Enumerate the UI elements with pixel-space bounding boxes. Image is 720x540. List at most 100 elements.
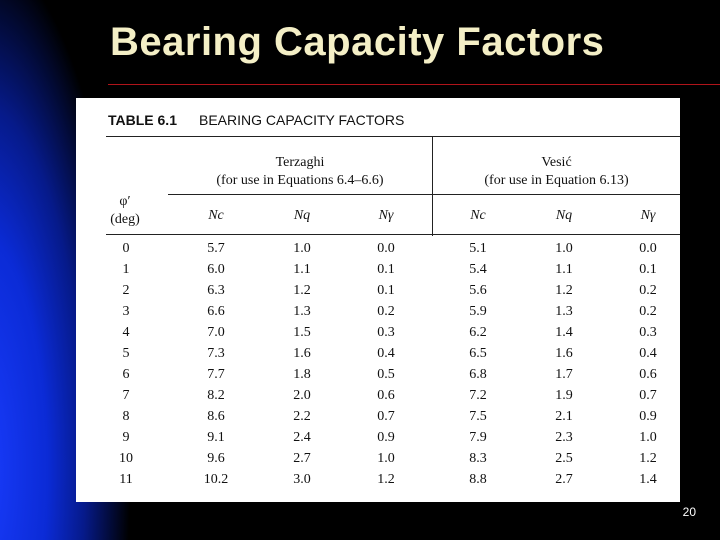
cell-phi: 0 bbox=[122, 241, 130, 256]
cell-vesic-nq: 2.3 bbox=[555, 430, 573, 445]
cell-vesic-ngamma: 0.0 bbox=[639, 241, 657, 256]
cell-vesic-nc: 7.9 bbox=[469, 430, 487, 445]
cell-vesic-nq: 1.2 bbox=[555, 283, 573, 298]
cell-terzaghi-nc: 9.1 bbox=[207, 430, 225, 445]
cell-vesic-nc: 8.3 bbox=[469, 451, 487, 466]
cell-terzaghi-nq: 1.5 bbox=[293, 325, 311, 340]
cell-terzaghi-nc: 6.3 bbox=[207, 283, 225, 298]
table-caption-number: TABLE 6.1 bbox=[108, 112, 177, 128]
cell-phi: 7 bbox=[122, 388, 130, 403]
cell-terzaghi-nc: 10.2 bbox=[203, 472, 229, 487]
cell-vesic-nq: 1.1 bbox=[555, 262, 573, 277]
cell-terzaghi-nq: 1.6 bbox=[293, 346, 311, 361]
cell-vesic-ngamma: 0.2 bbox=[639, 283, 657, 298]
cell-terzaghi-nq: 2.0 bbox=[293, 388, 311, 403]
cell-terzaghi-ngamma: 1.2 bbox=[377, 472, 395, 487]
cell-vesic-nc: 6.2 bbox=[469, 325, 487, 340]
cell-vesic-ngamma: 0.6 bbox=[639, 367, 657, 382]
cell-phi: 2 bbox=[122, 283, 130, 298]
cell-phi: 9 bbox=[122, 430, 130, 445]
table-caption: TABLE 6.1 BEARING CAPACITY FACTORS bbox=[108, 112, 404, 128]
cell-terzaghi-ngamma: 0.1 bbox=[377, 283, 395, 298]
cell-terzaghi-nc: 8.6 bbox=[207, 409, 225, 424]
cell-vesic-nc: 8.8 bbox=[469, 472, 487, 487]
table-row: 2 6.3 1.2 0.1 5.6 1.2 0.2 bbox=[76, 280, 680, 301]
cell-terzaghi-nc: 6.6 bbox=[207, 304, 225, 319]
phi-symbol: φ′ bbox=[119, 194, 131, 209]
col-header-terzaghi-nc: Nc bbox=[208, 208, 224, 223]
col-header-terzaghi-ngamma: Nγ bbox=[378, 208, 394, 223]
cell-vesic-nq: 1.7 bbox=[555, 367, 573, 382]
cell-vesic-ngamma: 0.9 bbox=[639, 409, 657, 424]
group-vesic-note: (for use in Equation 6.13) bbox=[484, 173, 629, 188]
page-number: 20 bbox=[682, 505, 696, 519]
table-row: 3 6.6 1.3 0.2 5.9 1.3 0.2 bbox=[76, 301, 680, 322]
cell-vesic-ngamma: 0.1 bbox=[639, 262, 657, 277]
col-header-vesic-ngamma: Nγ bbox=[640, 208, 656, 223]
cell-vesic-nc: 6.5 bbox=[469, 346, 487, 361]
cell-phi: 10 bbox=[119, 451, 133, 466]
slide-title: Bearing Capacity Factors bbox=[110, 20, 605, 64]
cell-terzaghi-nc: 7.3 bbox=[207, 346, 225, 361]
cell-terzaghi-nc: 6.0 bbox=[207, 262, 225, 277]
cell-vesic-nq: 2.1 bbox=[555, 409, 573, 424]
cell-vesic-nq: 2.7 bbox=[555, 472, 573, 487]
cell-terzaghi-nq: 1.3 bbox=[293, 304, 311, 319]
cell-vesic-ngamma: 0.7 bbox=[639, 388, 657, 403]
cell-vesic-nc: 5.9 bbox=[469, 304, 487, 319]
table-caption-text: BEARING CAPACITY FACTORS bbox=[198, 112, 405, 128]
cell-vesic-ngamma: 0.4 bbox=[639, 346, 657, 361]
table-row: 4 7.0 1.5 0.3 6.2 1.4 0.3 bbox=[76, 322, 680, 343]
col-header-vesic-nc: Nc bbox=[470, 208, 486, 223]
table-row: 11 10.2 3.0 1.2 8.8 2.7 1.4 bbox=[76, 469, 680, 490]
cell-terzaghi-nc: 8.2 bbox=[207, 388, 225, 403]
cell-phi: 5 bbox=[122, 346, 130, 361]
cell-phi: 8 bbox=[122, 409, 130, 424]
group-vesic: Vesić (for use in Equation 6.13) bbox=[433, 154, 680, 190]
cell-terzaghi-ngamma: 0.5 bbox=[377, 367, 395, 382]
group-underline bbox=[168, 194, 680, 195]
cell-terzaghi-nq: 2.2 bbox=[293, 409, 311, 424]
cell-vesic-nq: 1.0 bbox=[555, 241, 573, 256]
group-vesic-name: Vesić bbox=[541, 155, 572, 170]
cell-terzaghi-ngamma: 0.1 bbox=[377, 262, 395, 277]
cell-vesic-nq: 1.3 bbox=[555, 304, 573, 319]
table-row: 5 7.3 1.6 0.4 6.5 1.6 0.4 bbox=[76, 343, 680, 364]
cell-terzaghi-ngamma: 0.2 bbox=[377, 304, 395, 319]
cell-terzaghi-ngamma: 0.7 bbox=[377, 409, 395, 424]
bearing-capacity-table: TABLE 6.1 BEARING CAPACITY FACTORS Terzag… bbox=[76, 98, 680, 502]
cell-phi: 11 bbox=[119, 472, 133, 487]
cell-terzaghi-nc: 9.6 bbox=[207, 451, 225, 466]
table-row: 1 6.0 1.1 0.1 5.4 1.1 0.1 bbox=[76, 259, 680, 280]
col-header-terzaghi-nq: Nq bbox=[293, 208, 311, 223]
group-terzaghi-name: Terzaghi bbox=[275, 155, 325, 170]
cell-vesic-nq: 1.9 bbox=[555, 388, 573, 403]
cell-phi: 6 bbox=[122, 367, 130, 382]
cell-vesic-nc: 7.2 bbox=[469, 388, 487, 403]
cell-vesic-ngamma: 1.0 bbox=[639, 430, 657, 445]
cell-terzaghi-nq: 1.0 bbox=[293, 241, 311, 256]
group-terzaghi-note: (for use in Equations 6.4–6.6) bbox=[216, 173, 384, 188]
table-row: 10 9.6 2.7 1.0 8.3 2.5 1.2 bbox=[76, 448, 680, 469]
cell-terzaghi-ngamma: 0.3 bbox=[377, 325, 395, 340]
cell-phi: 3 bbox=[122, 304, 130, 319]
cell-vesic-ngamma: 1.4 bbox=[639, 472, 657, 487]
cell-terzaghi-ngamma: 0.4 bbox=[377, 346, 395, 361]
table-body: 0 5.7 1.0 0.0 5.1 1.0 0.0 1 6.0 1.1 0.1 5.4 1.1 0.1 2 6… bbox=[76, 238, 680, 490]
title-divider bbox=[108, 84, 720, 85]
cell-vesic-nc: 5.6 bbox=[469, 283, 487, 298]
table-top-rule bbox=[106, 136, 680, 137]
cell-terzaghi-ngamma: 0.0 bbox=[377, 241, 395, 256]
table-row: 9 9.1 2.4 0.9 7.9 2.3 1.0 bbox=[76, 427, 680, 448]
phi-unit: (deg) bbox=[110, 212, 140, 227]
group-divider bbox=[432, 136, 433, 236]
cell-phi: 4 bbox=[122, 325, 130, 340]
cell-terzaghi-nq: 1.8 bbox=[293, 367, 311, 382]
cell-phi: 1 bbox=[122, 262, 130, 277]
cell-vesic-nq: 2.5 bbox=[555, 451, 573, 466]
cell-terzaghi-nq: 3.0 bbox=[293, 472, 311, 487]
row-header-phi: φ′ (deg) bbox=[100, 193, 150, 229]
group-terzaghi: Terzaghi (for use in Equations 6.4–6.6) bbox=[168, 154, 432, 190]
cell-terzaghi-ngamma: 0.9 bbox=[377, 430, 395, 445]
cell-vesic-nq: 1.6 bbox=[555, 346, 573, 361]
